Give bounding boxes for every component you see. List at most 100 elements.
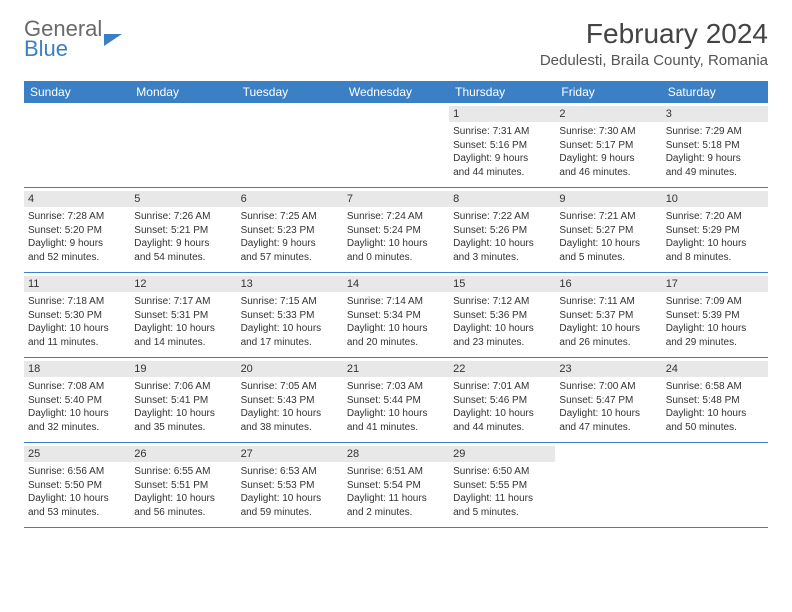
- day-info: Sunrise: 6:58 AMSunset: 5:48 PMDaylight:…: [666, 380, 764, 434]
- day-number: 13: [237, 276, 343, 292]
- day-info: Sunrise: 7:22 AMSunset: 5:26 PMDaylight:…: [453, 210, 551, 264]
- day-number: 5: [130, 191, 236, 207]
- day-info: Sunrise: 6:51 AMSunset: 5:54 PMDaylight:…: [347, 465, 445, 519]
- day-info: Sunrise: 7:14 AMSunset: 5:34 PMDaylight:…: [347, 295, 445, 349]
- day-cell: 8 Sunrise: 7:22 AMSunset: 5:26 PMDaylight…: [449, 188, 555, 272]
- day-info: Sunrise: 7:21 AMSunset: 5:27 PMDaylight:…: [559, 210, 657, 264]
- day-cell: 26 Sunrise: 6:55 AMSunset: 5:51 PMDayligh…: [130, 443, 236, 527]
- empty-cell: [662, 443, 768, 527]
- day-info: Sunrise: 7:12 AMSunset: 5:36 PMDaylight:…: [453, 295, 551, 349]
- day-number: 18: [24, 361, 130, 377]
- location-text: Dedulesti, Braila County, Romania: [540, 52, 768, 69]
- day-cell: 17 Sunrise: 7:09 AMSunset: 5:39 PMDayligh…: [662, 273, 768, 357]
- day-info: Sunrise: 6:55 AMSunset: 5:51 PMDaylight:…: [134, 465, 232, 519]
- day-cell: 15 Sunrise: 7:12 AMSunset: 5:36 PMDayligh…: [449, 273, 555, 357]
- day-info: Sunrise: 7:00 AMSunset: 5:47 PMDaylight:…: [559, 380, 657, 434]
- day-cell: 5 Sunrise: 7:26 AMSunset: 5:21 PMDaylight…: [130, 188, 236, 272]
- day-cell: 19 Sunrise: 7:06 AMSunset: 5:41 PMDayligh…: [130, 358, 236, 442]
- day-header: Saturday: [662, 81, 768, 103]
- day-header: Tuesday: [237, 81, 343, 103]
- day-cell: 20 Sunrise: 7:05 AMSunset: 5:43 PMDayligh…: [237, 358, 343, 442]
- day-number: 1: [449, 106, 555, 122]
- day-cell: 10 Sunrise: 7:20 AMSunset: 5:29 PMDayligh…: [662, 188, 768, 272]
- title-block: February 2024 Dedulesti, Braila County, …: [540, 18, 768, 69]
- day-number: 16: [555, 276, 661, 292]
- day-header: Wednesday: [343, 81, 449, 103]
- day-number: 11: [24, 276, 130, 292]
- logo-text-line2: Blue: [24, 38, 102, 60]
- day-number: 4: [24, 191, 130, 207]
- day-cell: 4 Sunrise: 7:28 AMSunset: 5:20 PMDaylight…: [24, 188, 130, 272]
- day-number: 15: [449, 276, 555, 292]
- day-number: 21: [343, 361, 449, 377]
- day-info: Sunrise: 7:31 AMSunset: 5:16 PMDaylight:…: [453, 125, 551, 179]
- day-cell: 7 Sunrise: 7:24 AMSunset: 5:24 PMDaylight…: [343, 188, 449, 272]
- day-number: 8: [449, 191, 555, 207]
- day-number: 23: [555, 361, 661, 377]
- day-number: 17: [662, 276, 768, 292]
- day-cell: 28Sunrise: 6:51 AMSunset: 5:54 PMDayligh…: [343, 443, 449, 527]
- day-info: Sunrise: 7:06 AMSunset: 5:41 PMDaylight:…: [134, 380, 232, 434]
- day-number: 14: [343, 276, 449, 292]
- day-cell: 3Sunrise: 7:29 AMSunset: 5:18 PMDaylight…: [662, 103, 768, 187]
- day-info: Sunrise: 7:08 AMSunset: 5:40 PMDaylight:…: [28, 380, 126, 434]
- day-number: 20: [237, 361, 343, 377]
- day-info: Sunrise: 7:20 AMSunset: 5:29 PMDaylight:…: [666, 210, 764, 264]
- week-row: 18 Sunrise: 7:08 AMSunset: 5:40 PMDayligh…: [24, 358, 768, 443]
- empty-cell: [555, 443, 661, 527]
- week-row: 11 Sunrise: 7:18 AMSunset: 5:30 PMDayligh…: [24, 273, 768, 358]
- day-cell: 12Sunrise: 7:17 AMSunset: 5:31 PMDayligh…: [130, 273, 236, 357]
- week-row: 1 Sunrise: 7:31 AMSunset: 5:16 PMDaylight…: [24, 103, 768, 188]
- day-cell: 6Sunrise: 7:25 AMSunset: 5:23 PMDaylight…: [237, 188, 343, 272]
- logo-text-block: General Blue: [24, 18, 102, 60]
- day-info: Sunrise: 6:53 AMSunset: 5:53 PMDaylight:…: [241, 465, 339, 519]
- day-header: Friday: [555, 81, 661, 103]
- day-header: Sunday: [24, 81, 130, 103]
- day-cell: 14 Sunrise: 7:14 AMSunset: 5:34 PMDayligh…: [343, 273, 449, 357]
- day-info: Sunrise: 6:56 AMSunset: 5:50 PMDaylight:…: [28, 465, 126, 519]
- calendar-body: 1 Sunrise: 7:31 AMSunset: 5:16 PMDaylight…: [24, 103, 768, 528]
- day-number: 25: [24, 446, 130, 462]
- day-cell: 27 Sunrise: 6:53 AMSunset: 5:53 PMDayligh…: [237, 443, 343, 527]
- day-number: 7: [343, 191, 449, 207]
- day-cell: 2 Sunrise: 7:30 AMSunset: 5:17 PMDaylight…: [555, 103, 661, 187]
- day-number: 6: [237, 191, 343, 207]
- day-info: Sunrise: 7:09 AMSunset: 5:39 PMDaylight:…: [666, 295, 764, 349]
- day-info: Sunrise: 7:28 AMSunset: 5:20 PMDaylight:…: [28, 210, 126, 264]
- day-info: Sunrise: 6:50 AMSunset: 5:55 PMDaylight:…: [453, 465, 551, 519]
- month-title: February 2024: [540, 18, 768, 50]
- day-info: Sunrise: 7:01 AMSunset: 5:46 PMDaylight:…: [453, 380, 551, 434]
- day-cell: 25 Sunrise: 6:56 AMSunset: 5:50 PMDayligh…: [24, 443, 130, 527]
- day-cell: 22Sunrise: 7:01 AMSunset: 5:46 PMDayligh…: [449, 358, 555, 442]
- day-number: 12: [130, 276, 236, 292]
- day-info: Sunrise: 7:24 AMSunset: 5:24 PMDaylight:…: [347, 210, 445, 264]
- day-info: Sunrise: 7:26 AMSunset: 5:21 PMDaylight:…: [134, 210, 232, 264]
- day-number: 10: [662, 191, 768, 207]
- week-row: 25 Sunrise: 6:56 AMSunset: 5:50 PMDayligh…: [24, 443, 768, 528]
- empty-cell: [130, 103, 236, 187]
- day-info: Sunrise: 7:29 AMSunset: 5:18 PMDaylight:…: [666, 125, 764, 179]
- day-cell: 29 Sunrise: 6:50 AMSunset: 5:55 PMDayligh…: [449, 443, 555, 527]
- day-number: 24: [662, 361, 768, 377]
- day-info: Sunrise: 7:15 AMSunset: 5:33 PMDaylight:…: [241, 295, 339, 349]
- day-cell: 23 Sunrise: 7:00 AMSunset: 5:47 PMDayligh…: [555, 358, 661, 442]
- empty-cell: [343, 103, 449, 187]
- logo: General Blue: [24, 18, 122, 60]
- day-cell: 1 Sunrise: 7:31 AMSunset: 5:16 PMDaylight…: [449, 103, 555, 187]
- day-number: 27: [237, 446, 343, 462]
- day-cell: 9Sunrise: 7:21 AMSunset: 5:27 PMDaylight…: [555, 188, 661, 272]
- day-info: Sunrise: 7:30 AMSunset: 5:17 PMDaylight:…: [559, 125, 657, 179]
- day-info: Sunrise: 7:05 AMSunset: 5:43 PMDaylight:…: [241, 380, 339, 434]
- day-cell: 24 Sunrise: 6:58 AMSunset: 5:48 PMDayligh…: [662, 358, 768, 442]
- day-number: 19: [130, 361, 236, 377]
- day-cell: 21 Sunrise: 7:03 AMSunset: 5:44 PMDayligh…: [343, 358, 449, 442]
- logo-triangle-icon: [104, 34, 122, 46]
- day-number: 26: [130, 446, 236, 462]
- day-info: Sunrise: 7:03 AMSunset: 5:44 PMDaylight:…: [347, 380, 445, 434]
- day-cell: 18 Sunrise: 7:08 AMSunset: 5:40 PMDayligh…: [24, 358, 130, 442]
- day-number: 29: [449, 446, 555, 462]
- header-row: General Blue February 2024 Dedulesti, Br…: [24, 18, 768, 69]
- day-info: Sunrise: 7:18 AMSunset: 5:30 PMDaylight:…: [28, 295, 126, 349]
- day-number: 2: [555, 106, 661, 122]
- day-info: Sunrise: 7:11 AMSunset: 5:37 PMDaylight:…: [559, 295, 657, 349]
